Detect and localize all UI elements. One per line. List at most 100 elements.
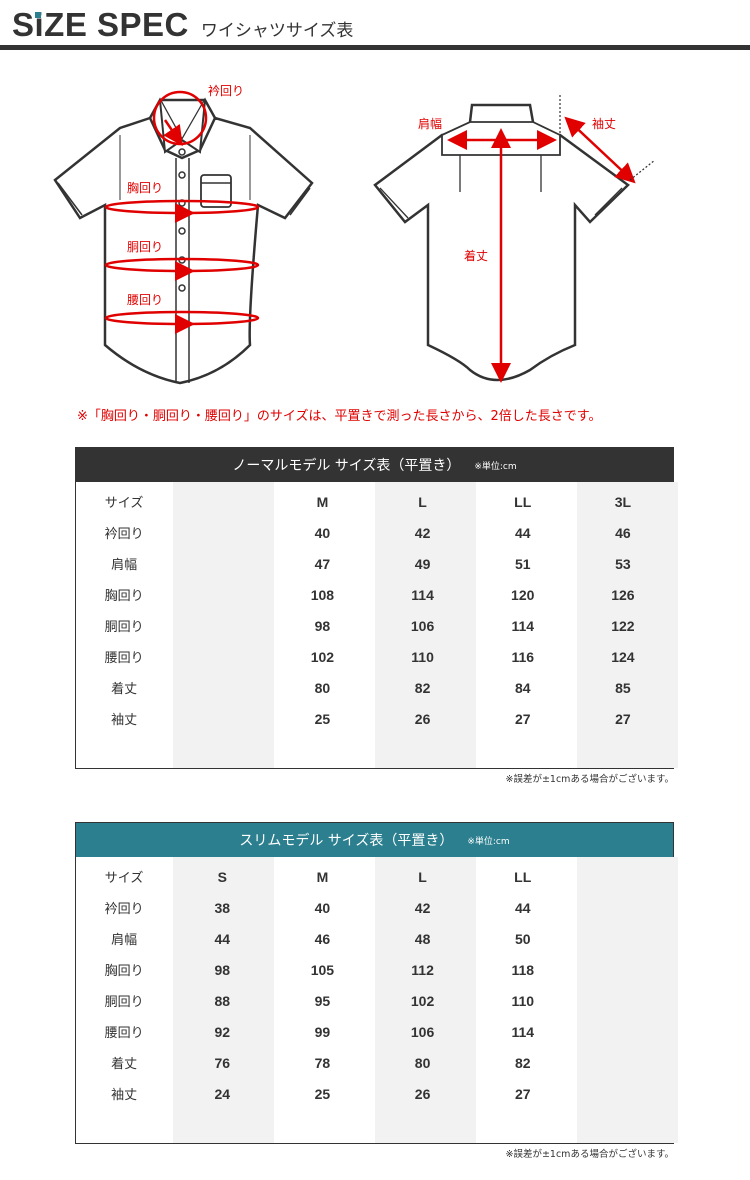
slim-size-table: スリムモデル サイズ表（平置き） ※単位:cm サイズ S M L LL 衿回り 38 40 42 4… xyxy=(75,822,678,1144)
cell-value: 82 xyxy=(414,679,431,696)
row-label: 衿回り xyxy=(104,902,144,917)
row-label: 肩幅 xyxy=(111,933,138,948)
cell-value: 116 xyxy=(511,648,535,665)
cell-value: 102 xyxy=(310,648,335,665)
row-label: 着丈 xyxy=(111,682,138,697)
cell-value: 40 xyxy=(314,524,331,541)
table-row: 着丈 80 82 84 85 xyxy=(76,672,673,703)
cell-value: 102 xyxy=(410,992,435,1009)
cell-value: 46 xyxy=(615,524,631,541)
measurement-note: ※「胸回り・胴回り・腰回り」のサイズは、平置きで測った長さから、2倍した長さです… xyxy=(77,409,602,424)
cell-value: 25 xyxy=(314,1085,331,1102)
table-row: 衿回り 40 42 44 46 xyxy=(76,517,673,548)
cell-value: 42 xyxy=(414,899,431,916)
cell-value: L xyxy=(418,493,427,510)
cell-value: 26 xyxy=(414,1085,431,1102)
shirt-measurement-diagram: 衿回り 胸回り 胴回り 腰回り 肩幅 袖丈 着丈 xyxy=(53,83,656,385)
table-row: 胸回り 98 105 112 118 xyxy=(76,954,673,985)
row-label: サイズ xyxy=(104,871,144,886)
shaded-column xyxy=(577,857,678,1143)
cell-value: LL xyxy=(514,493,532,510)
cell-value: 105 xyxy=(310,961,335,978)
title-accent-dot xyxy=(35,12,41,18)
cell-value: 44 xyxy=(514,899,531,916)
cell-value: 25 xyxy=(314,710,331,727)
cell-value: 99 xyxy=(314,1023,331,1040)
front-shirt xyxy=(53,97,314,385)
cell-value: 118 xyxy=(511,961,535,978)
cell-value: 85 xyxy=(615,679,631,696)
label-waist: 胴回り xyxy=(127,240,163,254)
cell-value: 46 xyxy=(314,930,331,947)
header-divider xyxy=(0,45,750,50)
table-row: 袖丈 24 25 26 27 xyxy=(76,1078,673,1109)
cell-value: 106 xyxy=(410,1023,435,1040)
cell-value: 106 xyxy=(410,617,435,634)
cell-value: 50 xyxy=(514,930,531,947)
shaded-column xyxy=(173,482,274,768)
row-label: 袖丈 xyxy=(111,1088,138,1103)
normal-table-footnote: ※誤差が±1cmある場合がございます。 xyxy=(505,774,675,785)
cell-value: 114 xyxy=(411,586,434,603)
table-header: ノーマルモデル サイズ表（平置き） ※単位:cm xyxy=(76,448,673,482)
cell-value: 24 xyxy=(214,1085,231,1102)
table-body: サイズ S M L LL 衿回り 38 40 42 44 肩幅 44 46 48 50 胸回り 98 105 112… xyxy=(76,857,678,1143)
page-header: SiZE SPEC ワイシャツサイズ表 xyxy=(12,6,354,43)
cell-value: 26 xyxy=(414,710,431,727)
page-title: SiZE SPEC xyxy=(12,6,189,43)
label-chest: 胸回り xyxy=(127,180,163,195)
cell-value: 92 xyxy=(214,1023,231,1040)
cell-value: 3L xyxy=(614,493,632,510)
normal-size-table: ノーマルモデル サイズ表（平置き） ※単位:cm サイズ M L LL 3L 衿回り 40 42 4… xyxy=(75,447,678,769)
cell-value: 84 xyxy=(514,679,531,696)
row-label: 腰回り xyxy=(104,1026,144,1041)
cell-value: 112 xyxy=(411,961,434,978)
table-row: 胴回り 88 95 102 110 xyxy=(76,985,673,1016)
cell-value: 38 xyxy=(214,899,231,916)
table-row: 胸回り 108 114 120 126 xyxy=(76,579,673,610)
cell-value: 98 xyxy=(314,617,331,634)
row-label: 胴回り xyxy=(104,620,144,635)
cell-value: 120 xyxy=(511,586,535,603)
shaded-column xyxy=(375,482,476,768)
cell-value: 110 xyxy=(511,992,535,1009)
table-row: 腰回り 102 110 116 124 xyxy=(76,641,673,672)
cell-value: 110 xyxy=(411,648,434,665)
cell-value: 98 xyxy=(214,961,231,978)
front-measure-marks xyxy=(104,90,260,334)
cell-value: 49 xyxy=(414,555,431,572)
table-row: 胴回り 98 106 114 122 xyxy=(76,610,673,641)
page-subtitle: ワイシャツサイズ表 xyxy=(200,21,354,41)
row-label: 袖丈 xyxy=(111,713,138,728)
cell-value: 53 xyxy=(615,555,631,572)
cell-value: 124 xyxy=(611,648,635,665)
cell-value: 88 xyxy=(214,992,231,1009)
row-label: 着丈 xyxy=(111,1057,138,1072)
cell-value: 40 xyxy=(314,899,331,916)
table-row: 袖丈 25 26 27 27 xyxy=(76,703,673,734)
back-measure-marks xyxy=(447,116,636,383)
table-row: 肩幅 44 46 48 50 xyxy=(76,923,673,954)
cell-value: 44 xyxy=(214,930,231,947)
cell-value: 82 xyxy=(514,1054,531,1071)
table-row: サイズ S M L LL xyxy=(76,861,673,892)
cell-value: 42 xyxy=(414,524,431,541)
table-body: サイズ M L LL 3L 衿回り 40 42 44 46 肩幅 47 49 51 53 胸回り 108 114 1… xyxy=(76,482,678,768)
slim-table-footnote: ※誤差が±1cmある場合がございます。 xyxy=(505,1149,675,1160)
cell-value: 95 xyxy=(314,992,331,1009)
cell-value: 76 xyxy=(214,1054,231,1071)
cell-value: 47 xyxy=(314,555,331,572)
row-label: 腰回り xyxy=(104,651,144,666)
label-collar: 衿回り xyxy=(208,83,244,98)
row-label: サイズ xyxy=(104,496,144,511)
table-header: スリムモデル サイズ表（平置き） ※単位:cm xyxy=(76,823,673,857)
label-hip: 腰回り xyxy=(127,293,163,307)
table-title: スリムモデル サイズ表（平置き） xyxy=(239,833,454,849)
row-label: 肩幅 xyxy=(111,558,138,573)
table-title: ノーマルモデル サイズ表（平置き） xyxy=(232,458,461,474)
cell-value: L xyxy=(418,868,427,885)
cell-value: 27 xyxy=(514,710,531,727)
label-length: 着丈 xyxy=(464,248,488,263)
cell-value: 27 xyxy=(514,1085,531,1102)
cell-value: 114 xyxy=(511,1023,535,1040)
